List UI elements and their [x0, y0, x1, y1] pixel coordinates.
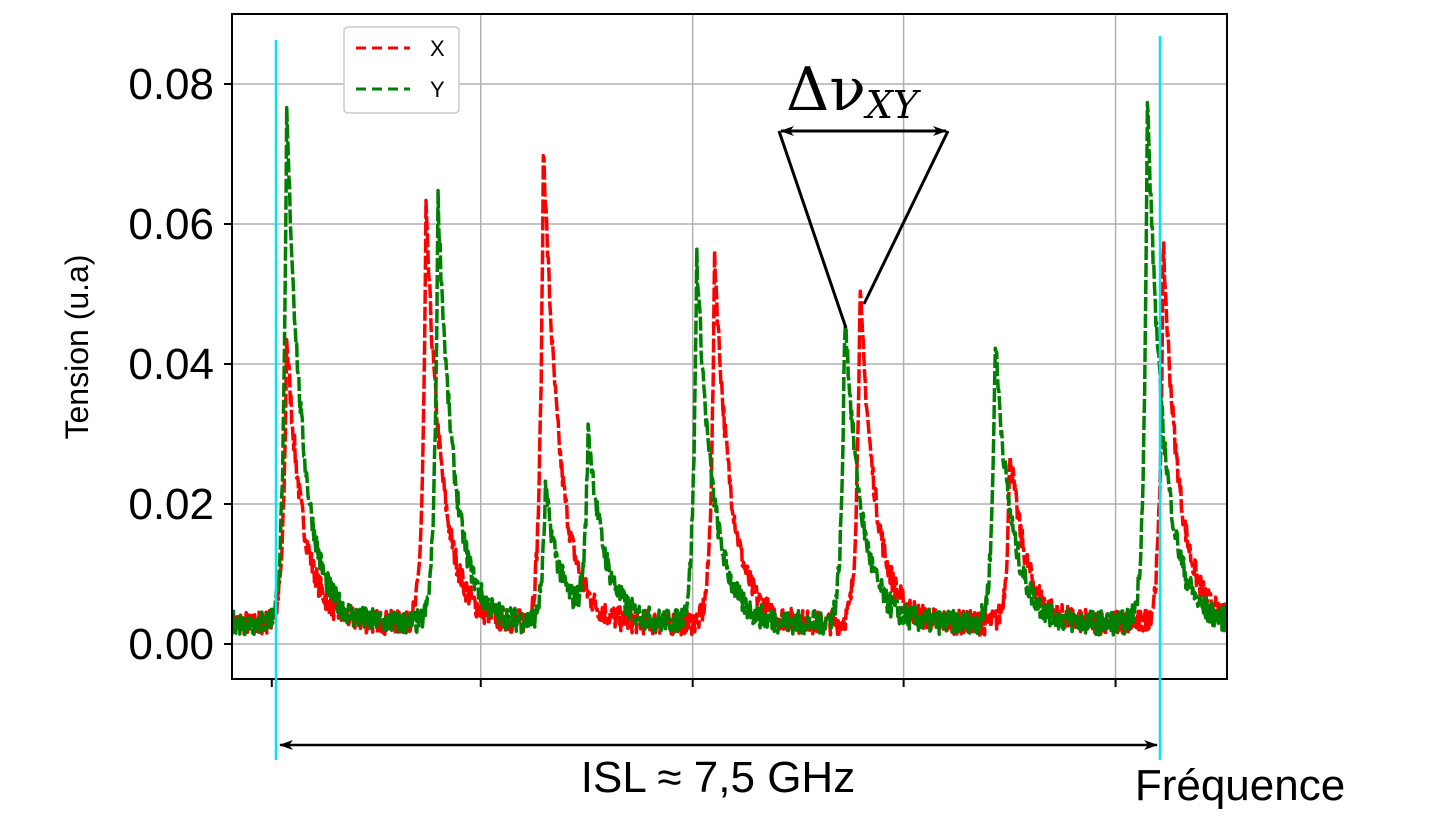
delta-pointer-right: [862, 130, 950, 305]
series-line-x: [232, 153, 1227, 637]
y-tick-label: 0.00: [128, 620, 214, 669]
isl-label: ISL ≈ 7,5 GHz: [581, 753, 855, 802]
legend-label-x: X: [430, 36, 445, 61]
y-axis-label: Tension (u.a): [59, 255, 95, 440]
series-line-y: [232, 100, 1227, 637]
y-tick-label: 0.04: [128, 340, 214, 389]
axis-ticks: 0.00 0.02 0.04 0.06 0.08: [128, 60, 1117, 687]
y-tick-label: 0.02: [128, 480, 214, 529]
series-layer: [232, 100, 1227, 637]
y-tick-label: 0.08: [128, 60, 214, 109]
y-tick-label: 0.06: [128, 200, 214, 249]
x-axis-label: Fréquence: [1135, 761, 1345, 810]
delta-pointer-left: [777, 130, 848, 329]
legend-label-y: Y: [430, 77, 445, 102]
delta-label: ΔνXY: [786, 55, 922, 127]
delta-annotation: ΔνXY: [777, 55, 950, 329]
legend: X Y: [343, 26, 460, 114]
plot-frame: [231, 13, 1228, 680]
